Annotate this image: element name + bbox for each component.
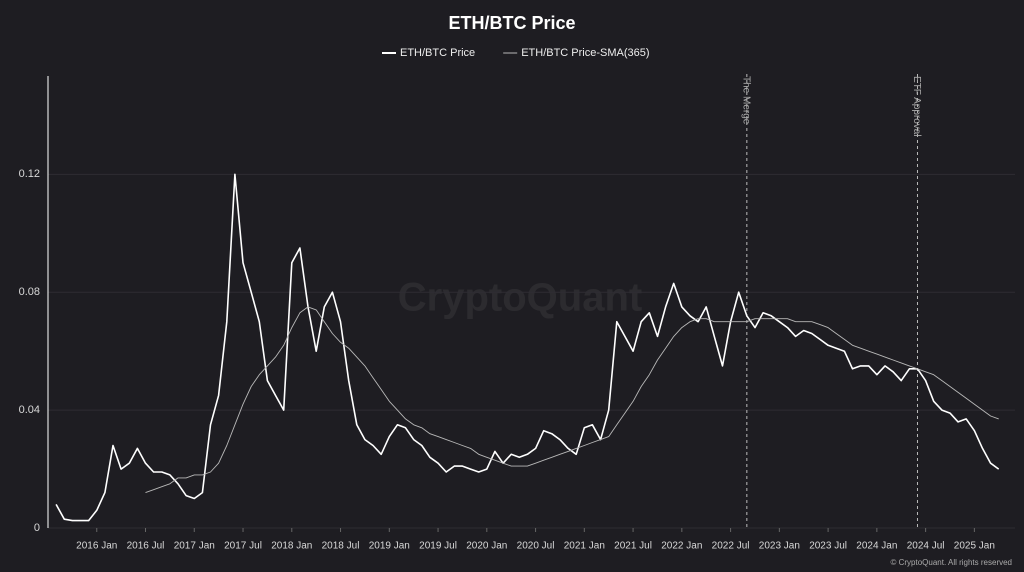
series-line [145, 306, 999, 494]
x-tick-label: 2018 Jul [322, 541, 360, 552]
chart-title: ETH/BTC Price [448, 13, 575, 33]
x-tick-label: 2022 Jan [661, 541, 702, 552]
y-tick-label: 0.08 [19, 286, 40, 298]
x-tick-label: 2024 Jan [856, 541, 897, 552]
watermark: CryptoQuant [398, 276, 642, 320]
legend-label: ETH/BTC Price-SMA(365) [521, 47, 649, 59]
x-tick-label: 2023 Jul [809, 541, 847, 552]
footer: © CryptoQuant. All rights reserved [891, 558, 1013, 567]
annotation-label: ETF Approval [911, 76, 922, 137]
x-tick-label: 2021 Jan [564, 541, 605, 552]
x-tick-label: 2020 Jan [466, 541, 507, 552]
x-tick-label: 2020 Jul [517, 541, 555, 552]
annotation-label: The Merge [740, 76, 751, 125]
x-tick-label: 2016 Jul [127, 541, 165, 552]
y-tick-label: 0.04 [19, 404, 40, 416]
x-tick-label: 2024 Jul [907, 541, 945, 552]
y-tick-label: 0.12 [19, 168, 40, 180]
y-tick-label: 0 [34, 522, 40, 534]
x-tick-label: 2017 Jul [224, 541, 262, 552]
series-line [55, 173, 1000, 522]
x-tick-label: 2019 Jan [369, 541, 410, 552]
x-tick-label: 2021 Jul [614, 541, 652, 552]
x-tick-label: 2016 Jan [76, 541, 117, 552]
x-tick-label: 2018 Jan [271, 541, 312, 552]
x-tick-label: 2019 Jul [419, 541, 457, 552]
x-tick-label: 2022 Jul [712, 541, 750, 552]
legend-label: ETH/BTC Price [400, 47, 475, 59]
x-tick-label: 2017 Jan [174, 541, 215, 552]
x-tick-label: 2023 Jan [759, 541, 800, 552]
x-tick-label: 2025 Jan [954, 541, 995, 552]
